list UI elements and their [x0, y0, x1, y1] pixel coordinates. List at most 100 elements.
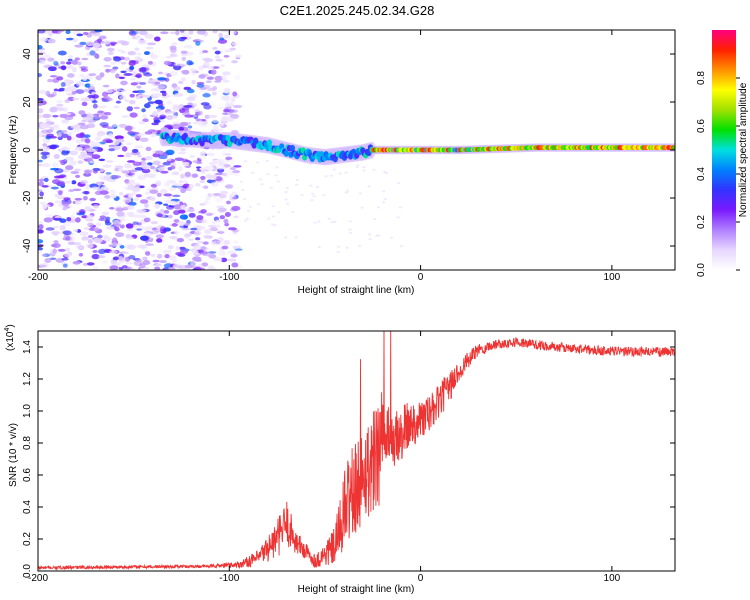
heatmap-cell [217, 39, 228, 44]
heatmap-cell [104, 221, 112, 226]
heatmap-cell [163, 210, 170, 214]
heatmap-cell [137, 133, 146, 136]
heatmap-cell [38, 178, 45, 182]
heatmap-cell [169, 31, 176, 35]
heatmap-cell [67, 241, 75, 246]
heatmap-cell [149, 189, 159, 194]
heatmap-cell [284, 236, 288, 239]
heatmap-cell [260, 183, 264, 186]
heatmap-cell [199, 250, 209, 255]
heatmap-cell [74, 57, 80, 61]
heatmap-cell [207, 193, 213, 198]
heatmap-cell [71, 180, 77, 185]
heatmap-cell [124, 163, 132, 169]
heatmap-cell [312, 194, 316, 197]
heatmap-cell [212, 66, 220, 69]
heatmap-cell [71, 90, 77, 95]
heatmap-cell [193, 246, 201, 250]
heatmap-cell [114, 165, 124, 169]
heatmap-cell [111, 179, 116, 183]
heatmap-cell [162, 249, 172, 254]
heatmap-cell [183, 44, 193, 49]
heatmap-cell [86, 262, 95, 266]
snr-x-ticks: -200 -100 0 100 [28, 331, 621, 584]
heatmap-cell [71, 60, 79, 65]
heatmap-cell [95, 75, 102, 81]
heatmap-cell [121, 146, 128, 152]
heatmap-cell [124, 99, 129, 103]
heatmap-cell [79, 231, 89, 236]
heatmap-cell [38, 159, 43, 163]
heatmap-cell [336, 251, 340, 254]
heatmap-cell [191, 79, 196, 85]
heatmap-cell [49, 135, 57, 139]
heatmap-cell [157, 77, 167, 81]
heatmap-cell [139, 185, 145, 189]
heatmap-cell [193, 266, 202, 270]
heatmap-cell [224, 185, 233, 189]
heatmap-cell [108, 51, 114, 56]
heatmap-cell [213, 124, 219, 130]
heatmap-cell [76, 212, 86, 216]
heatmap-cell [38, 229, 44, 234]
heatmap-cell [100, 186, 109, 192]
heatmap-cell [219, 37, 225, 41]
heatmap-cell [195, 183, 201, 187]
heatmap-cell [79, 41, 87, 46]
heatmap-cell [64, 147, 72, 151]
heatmap-cell [208, 114, 218, 119]
heatmap-cell [66, 64, 74, 69]
heatmap-cell [150, 183, 157, 188]
heatmap-cell [201, 118, 207, 122]
heatmap-cell [180, 32, 190, 38]
heatmap-cell [153, 119, 161, 124]
y-tick-label: 0.4 [22, 500, 33, 514]
heatmap-cell [291, 211, 295, 214]
heatmap-cell [167, 244, 174, 250]
x-tick-label: 0 [418, 573, 424, 584]
heatmap-cell [196, 30, 206, 35]
heatmap-cell [83, 262, 88, 266]
heatmap-cell [160, 31, 169, 35]
heatmap-cell [82, 237, 90, 241]
heatmap-cell [206, 152, 215, 157]
heatmap-cell [53, 153, 60, 160]
heatmap-cell [64, 180, 73, 184]
heatmap-cell [223, 55, 230, 58]
heatmap-cell [132, 221, 139, 226]
heatmap-cell [180, 50, 188, 55]
heatmap-cell [166, 214, 173, 219]
heatmap-cell [191, 249, 199, 255]
heatmap-cell [198, 111, 203, 116]
heatmap-cell [183, 109, 190, 114]
heatmap-cell [194, 237, 201, 241]
x-tick-label: -200 [28, 272, 48, 283]
heatmap-cell [217, 106, 225, 110]
heatmap-cell [48, 31, 53, 37]
heatmap-cell [220, 75, 227, 81]
heatmap-cell [179, 63, 187, 67]
heatmap-cell [65, 165, 74, 171]
heatmap-cell [43, 177, 49, 182]
heatmap-cell [356, 164, 360, 167]
heatmap-cell [137, 174, 147, 180]
heatmap-cell [134, 145, 144, 149]
heatmap-cell [126, 106, 133, 112]
heatmap-cell [47, 57, 55, 62]
heatmap-cell [91, 186, 99, 191]
heatmap-cell [309, 184, 313, 187]
heatmap-cell [156, 192, 162, 198]
heatmap-cell [39, 37, 48, 42]
heatmap-cell [156, 253, 163, 259]
heatmap-cell [136, 52, 142, 56]
heatmap-cell [83, 169, 93, 174]
spectrogram-heatmap [38, 30, 675, 270]
heatmap-cell [140, 235, 149, 241]
heatmap-cell [144, 203, 149, 208]
heatmap-cell [99, 72, 105, 78]
heatmap-cell [232, 104, 243, 109]
heatmap-cell [187, 102, 193, 106]
heatmap-cell [233, 240, 239, 244]
spectrogram-x-label: Height of straight line (km) [298, 285, 415, 296]
heatmap-cell [132, 70, 138, 73]
